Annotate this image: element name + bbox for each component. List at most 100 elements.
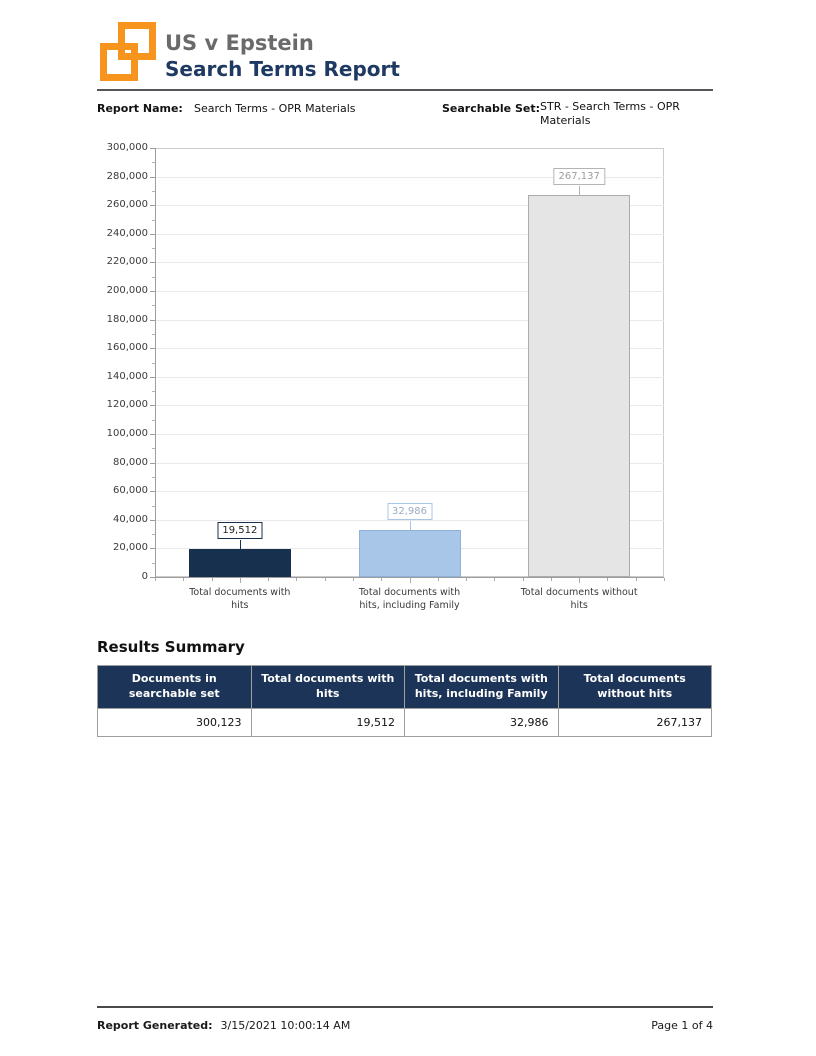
y-axis-label: 180,000 <box>106 313 148 325</box>
results-summary-heading: Results Summary <box>97 638 245 656</box>
y-axis-label: 280,000 <box>106 170 148 182</box>
y-axis-label: 60,000 <box>113 485 148 497</box>
summary-header-row: Documents in searchable set Total docume… <box>97 665 712 709</box>
bar-value-connector <box>239 540 241 550</box>
x-tick <box>579 578 581 583</box>
x-tick <box>635 578 637 581</box>
summary-value-cell: 267,137 <box>557 707 712 737</box>
x-axis-line <box>155 577 664 578</box>
gridline <box>156 205 664 207</box>
y-tick <box>150 291 155 292</box>
summary-value-cell: 300,123 <box>97 707 252 737</box>
y-tick-minor <box>152 305 155 307</box>
summary-header-cell: Total documents with hits, including Fam… <box>404 665 559 709</box>
header-titles: US v Epstein Search Terms Report <box>165 30 400 82</box>
y-axis-label: 120,000 <box>106 399 148 411</box>
report-generated-label: Report Generated: <box>97 1019 213 1032</box>
y-tick <box>150 376 155 378</box>
summary-value-row: 300,123 19,512 32,986 267,137 <box>97 707 712 737</box>
y-axis-label: 80,000 <box>113 456 148 468</box>
summary-header-cell: Total documents without hits <box>557 665 712 709</box>
report-name-label: Report Name: <box>97 102 183 115</box>
bar-value-label: 267,137 <box>553 167 605 185</box>
bar <box>358 529 461 577</box>
gridline <box>156 491 664 493</box>
gridline <box>156 405 664 407</box>
y-tick-minor <box>152 362 155 364</box>
gridline <box>156 376 664 378</box>
y-tick <box>150 176 155 178</box>
case-title: US v Epstein <box>165 31 314 55</box>
y-tick-minor <box>152 448 155 450</box>
y-tick <box>150 548 155 550</box>
gridline <box>156 319 664 321</box>
searchable-set-label: Searchable Set: <box>442 102 540 115</box>
x-tick <box>211 578 213 581</box>
bar-value-connector <box>579 185 581 195</box>
bar <box>528 194 631 577</box>
x-tick <box>296 578 298 581</box>
footer: Report Generated: 3/15/2021 10:00:14 AM P… <box>97 1019 713 1032</box>
footer-rule <box>97 1006 713 1008</box>
y-axis-label: 300,000 <box>106 142 148 153</box>
bar-value-connector <box>409 520 411 530</box>
gridline <box>156 291 664 292</box>
x-tick <box>155 578 156 581</box>
gridline <box>156 176 664 178</box>
searchable-set-value: STR - Search Terms - OPR Materials <box>540 100 680 128</box>
y-tick-minor <box>152 190 155 192</box>
x-tick <box>409 578 411 583</box>
gridline <box>156 348 664 350</box>
y-axis-label: 100,000 <box>106 428 148 439</box>
x-tick <box>268 578 270 581</box>
y-tick <box>150 148 155 149</box>
y-axis-label: 200,000 <box>106 285 148 296</box>
report-name-value: Search Terms - OPR Materials <box>194 102 356 115</box>
summary-header-cell: Documents in searchable set <box>97 665 252 709</box>
report-title: Search Terms Report <box>165 56 400 81</box>
x-tick <box>352 578 354 581</box>
x-tick <box>239 578 241 583</box>
summary-value-cell: 19,512 <box>250 707 405 737</box>
x-tick <box>324 578 326 581</box>
bar-value-label: 19,512 <box>217 522 263 540</box>
y-axis-line <box>155 148 156 578</box>
page-number: Page 1 of 4 <box>651 1019 713 1032</box>
y-tick <box>150 233 155 235</box>
y-tick-minor <box>152 534 155 536</box>
y-axis-label: 220,000 <box>106 256 148 268</box>
y-tick-minor <box>152 562 155 564</box>
gridline <box>156 519 664 521</box>
y-axis-label: 140,000 <box>106 370 148 382</box>
x-tick <box>183 578 185 581</box>
x-tick <box>437 578 439 581</box>
y-tick <box>150 491 155 493</box>
header-rule <box>97 89 713 91</box>
y-axis-label: 160,000 <box>106 342 148 354</box>
y-tick-minor <box>152 419 155 421</box>
bar <box>188 549 291 577</box>
x-tick <box>522 578 524 581</box>
y-axis-label: 20,000 <box>113 542 148 554</box>
x-axis-label: Total documents without hits <box>520 587 638 611</box>
y-tick-minor <box>152 248 155 250</box>
bar-value-label: 32,986 <box>387 502 432 520</box>
logo-icon <box>100 22 156 81</box>
y-axis-label: 40,000 <box>113 513 148 525</box>
y-tick <box>150 262 155 264</box>
y-tick-minor <box>152 476 155 478</box>
y-tick <box>150 348 155 350</box>
y-tick-minor <box>152 391 155 393</box>
y-tick <box>150 519 155 521</box>
y-axis-label: 240,000 <box>106 227 148 239</box>
y-tick-minor <box>152 505 155 507</box>
x-tick <box>550 578 552 581</box>
gridline <box>156 233 664 235</box>
gridline <box>156 434 664 435</box>
summary-table: Documents in searchable set Total docume… <box>97 665 712 737</box>
gridline <box>156 462 664 464</box>
x-tick <box>494 578 496 581</box>
y-tick <box>150 405 155 407</box>
x-axis-label: Total documents with hits, including Fam… <box>358 587 461 611</box>
